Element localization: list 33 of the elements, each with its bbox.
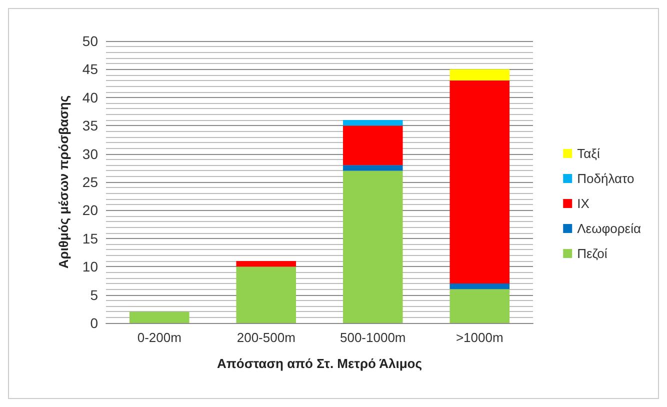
x-tick-label: 200-500m	[236, 330, 296, 345]
y-tick-label: 5	[90, 286, 98, 303]
bar	[450, 80, 510, 284]
x-axis-title: Απόσταση από Στ. Μετρό Άλιμος	[217, 356, 422, 371]
y-axis-title: Αριθμός μέσων πρόσβασης	[56, 95, 71, 269]
y-tick-label: 0	[90, 315, 98, 331]
bar	[342, 170, 403, 323]
bar	[342, 120, 403, 126]
legend-label: Ταξί	[577, 146, 600, 161]
legend-label: ΙΧ	[577, 196, 590, 211]
bar	[450, 69, 510, 80]
y-tick-label: 40	[82, 89, 98, 106]
bar	[450, 284, 510, 290]
y-tick-label: 25	[82, 174, 98, 190]
legend-label: Λεωφορεία	[577, 221, 642, 236]
y-tick-label: 30	[82, 146, 98, 162]
bar	[450, 289, 510, 323]
bar	[342, 165, 403, 171]
y-tick-label: 15	[82, 230, 98, 246]
x-tick-label: >1000m	[456, 330, 504, 345]
y-tick-label: 35	[82, 118, 98, 134]
y-tick-label: 50	[82, 33, 98, 49]
y-tick-label: 10	[82, 258, 98, 275]
bar	[129, 312, 190, 323]
y-tick-label: 20	[82, 202, 98, 218]
x-tick-label: 0-200m	[137, 330, 182, 345]
bar	[236, 260, 296, 267]
legend-label: Ποδήλατο	[577, 171, 634, 186]
y-tick-label: 45	[82, 61, 98, 78]
legend-label: Πεζοί	[577, 246, 608, 261]
x-tick-label: 500-1000m	[340, 330, 406, 345]
bar	[236, 266, 296, 323]
bar	[342, 126, 403, 166]
